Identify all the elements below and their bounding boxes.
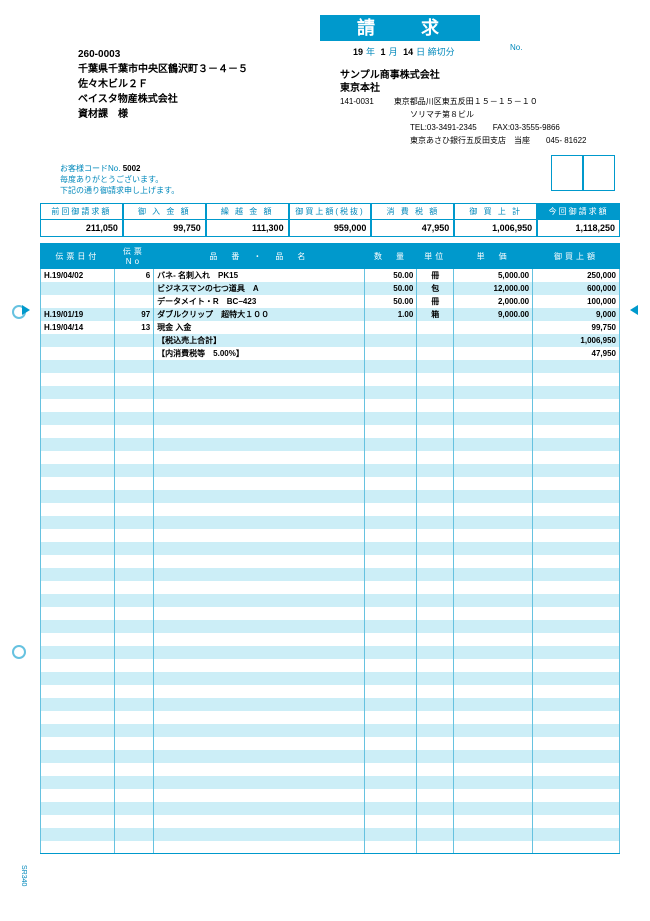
sender-block: 260-0003 千葉県千葉市中央区鶴沢町３－４－５ 佐々木ビル２Ｆ ベイスタ物… xyxy=(78,47,248,122)
arrow-left-icon xyxy=(22,305,30,315)
arrow-right-icon xyxy=(630,305,638,315)
stamp-boxes xyxy=(551,155,615,191)
date-row: 19年 1月 14日 締切分 xyxy=(350,45,455,58)
recipient-block: サンプル商事株式会社 東京本社 141-0031 東京都品川区東五反田１５－１５… xyxy=(340,69,586,147)
customer-codes: お客様コードNo. 5002 毎度ありがとうございます。 下記の通り御請求申し上… xyxy=(60,163,179,196)
invoice-table: 伝票日付伝票 No品 番 ・ 品 名数 量単位単 価御買上額H.19/04/02… xyxy=(40,243,620,854)
invoice-title: 請 求 書 xyxy=(320,15,480,41)
summary-row: 前回御請求額211,050御 入 金 額99,750繰 越 金 額111,300… xyxy=(40,203,620,237)
form-code: SR340 xyxy=(20,865,27,886)
no-label: No. xyxy=(510,43,522,52)
punch-hole-icon xyxy=(12,645,26,659)
